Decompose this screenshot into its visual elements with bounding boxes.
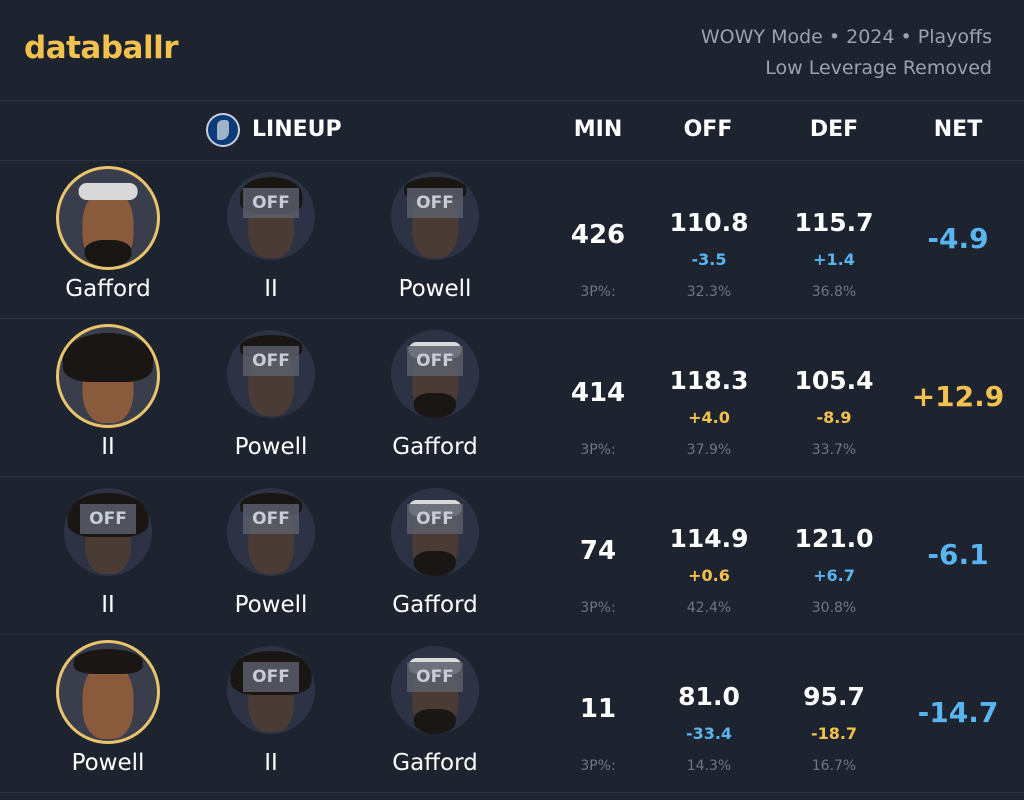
leverage-text: Low Leverage Removed	[765, 57, 992, 79]
player-name: Powell	[398, 276, 472, 302]
minutes-value: 426	[570, 220, 626, 250]
def-header[interactable]: DEF	[809, 117, 859, 142]
off-badge: OFF	[243, 662, 299, 692]
minutes-value: 414	[570, 378, 626, 408]
player-off: OFF Powell	[216, 476, 326, 626]
player-name: Powell	[234, 592, 308, 618]
player-off: OFF II	[53, 476, 163, 626]
def-3p: 30.8%	[811, 600, 857, 616]
mavericks-logo-icon	[206, 113, 240, 147]
player-on: Gafford	[53, 160, 163, 310]
off-rating: 81.0	[678, 682, 740, 711]
off-badge: OFF	[243, 346, 299, 376]
player-name: Gafford	[392, 750, 478, 776]
player-avatar	[56, 166, 160, 270]
column-header-row	[0, 100, 1024, 161]
off-rating: 110.8	[669, 208, 749, 237]
player-name: II	[101, 434, 115, 460]
def-delta: +1.4	[813, 250, 855, 269]
lineup-row[interactable]: II OFF Powell OFF Gafford 414 3P%: 118.3…	[0, 318, 1024, 477]
net-header[interactable]: NET	[933, 117, 983, 142]
player-off: OFF Powell	[380, 160, 490, 310]
def-3p: 33.7%	[811, 442, 857, 458]
lineup-row[interactable]: OFF II OFF Powell OFF Gafford 74 3P%: 11…	[0, 476, 1024, 635]
player-name: Gafford	[392, 592, 478, 618]
off-3p: 42.4%	[686, 600, 732, 616]
lineup-row[interactable]: Powell OFF II OFF Gafford 11 3P%: 81.0 -…	[0, 634, 1024, 793]
brand-logo[interactable]: databallr	[24, 30, 179, 66]
off-header[interactable]: OFF	[683, 117, 733, 142]
filter-summary: WOWY Mode • 2024 • Playoffs Low Leverage…	[701, 22, 992, 84]
net-rating: -6.1	[927, 538, 989, 571]
def-rating: 95.7	[803, 682, 865, 711]
three-pt-label: 3P%:	[580, 600, 616, 616]
off-badge: OFF	[407, 346, 463, 376]
player-avatar	[56, 324, 160, 428]
off-delta: +4.0	[688, 408, 730, 427]
off-badge: OFF	[243, 504, 299, 534]
player-off: OFF II	[216, 634, 326, 784]
minutes-value: 11	[579, 694, 617, 724]
off-rating: 114.9	[669, 524, 749, 553]
off-badge: OFF	[407, 662, 463, 692]
three-pt-label: 3P%:	[580, 758, 616, 774]
player-off: OFF Gafford	[380, 476, 490, 626]
player-avatar	[56, 640, 160, 744]
three-pt-label: 3P%:	[580, 284, 616, 300]
off-3p: 14.3%	[686, 758, 732, 774]
lineup-header[interactable]: LINEUP	[252, 117, 342, 142]
off-delta: -33.4	[685, 724, 733, 743]
player-name: Gafford	[65, 276, 151, 302]
player-name: II	[264, 750, 278, 776]
player-name: II	[264, 276, 278, 302]
player-off: OFF Gafford	[380, 318, 490, 468]
def-rating: 115.7	[794, 208, 874, 237]
off-badge: OFF	[243, 188, 299, 218]
player-off: OFF II	[216, 160, 326, 310]
minutes-value: 74	[579, 536, 617, 566]
min-header[interactable]: MIN	[573, 117, 623, 142]
def-delta: -8.9	[816, 408, 852, 427]
player-on: II	[53, 318, 163, 468]
mode-text: WOWY Mode • 2024 • Playoffs	[700, 26, 992, 48]
player-name: Powell	[71, 750, 145, 776]
def-3p: 36.8%	[811, 284, 857, 300]
player-name: Powell	[234, 434, 308, 460]
player-name: II	[101, 592, 115, 618]
off-3p: 32.3%	[686, 284, 732, 300]
off-badge: OFF	[407, 504, 463, 534]
lineup-row[interactable]: Gafford OFF II OFF Powell 426 3P%: 110.8…	[0, 160, 1024, 319]
off-rating: 118.3	[669, 366, 749, 395]
header: databallr WOWY Mode • 2024 • Playoffs Lo…	[0, 0, 1024, 101]
def-delta: -18.7	[810, 724, 858, 743]
off-delta: +0.6	[688, 566, 730, 585]
off-3p: 37.9%	[686, 442, 732, 458]
off-badge: OFF	[407, 188, 463, 218]
def-3p: 16.7%	[811, 758, 857, 774]
net-rating: +12.9	[911, 380, 1005, 413]
def-rating: 121.0	[794, 524, 874, 553]
net-rating: -14.7	[917, 696, 999, 729]
three-pt-label: 3P%:	[580, 442, 616, 458]
net-rating: -4.9	[927, 222, 989, 255]
player-off: OFF Gafford	[380, 634, 490, 784]
off-delta: -3.5	[691, 250, 727, 269]
def-rating: 105.4	[794, 366, 874, 395]
player-name: Gafford	[392, 434, 478, 460]
player-on: Powell	[53, 634, 163, 784]
player-off: OFF Powell	[216, 318, 326, 468]
off-badge: OFF	[80, 504, 136, 534]
def-delta: +6.7	[813, 566, 855, 585]
